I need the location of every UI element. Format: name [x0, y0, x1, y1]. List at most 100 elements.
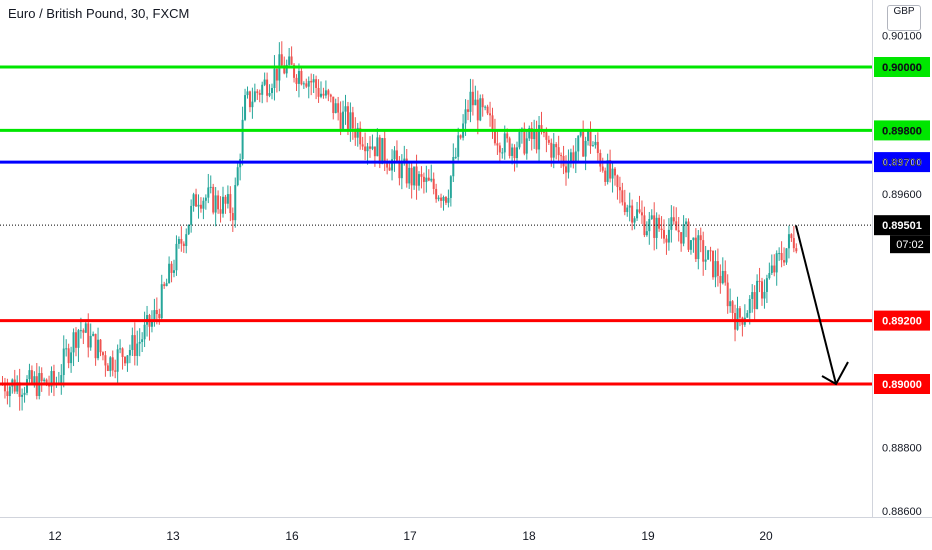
candle-body [391, 159, 394, 171]
candle-body [444, 197, 447, 203]
candle-body [589, 130, 592, 147]
candle-body [290, 56, 293, 65]
x-tick-label: 19 [641, 529, 655, 543]
candle-body [28, 370, 31, 380]
candle-body [501, 152, 504, 154]
candle-body [248, 91, 251, 108]
candle-body [361, 144, 364, 147]
candle-body [530, 127, 533, 140]
candle-body [315, 79, 318, 88]
candle-body [418, 174, 420, 186]
candle-body [224, 196, 227, 204]
candle-body [84, 323, 87, 333]
candle-body [376, 137, 379, 157]
candle-body [13, 379, 16, 392]
candle-body [369, 146, 371, 149]
candle-body [261, 84, 264, 95]
candle-body [99, 339, 102, 353]
candle-body [731, 301, 734, 314]
candle-body [785, 248, 788, 263]
candle-body [761, 281, 763, 299]
candle-body [305, 83, 308, 87]
candle-body [195, 194, 198, 207]
candle-body [143, 324, 146, 340]
candle-body [403, 158, 406, 163]
candle-body [295, 77, 298, 84]
candle-body [386, 162, 389, 168]
candle-body [655, 217, 658, 238]
candle-body [763, 291, 766, 299]
candle-body [307, 80, 310, 87]
candle-body [427, 177, 430, 181]
candle-body [645, 231, 648, 236]
projection-arrow-head [821, 361, 849, 386]
candle-body [212, 186, 215, 213]
candle-body [432, 178, 435, 189]
candle-body [275, 68, 278, 81]
candle-body [131, 335, 134, 351]
candle-body [716, 261, 719, 276]
candle-body [119, 348, 122, 350]
candle-body [435, 188, 438, 200]
candle-body [202, 200, 205, 209]
level-label: 0.89200 [882, 316, 922, 328]
candle-body [317, 87, 320, 97]
candle-body [707, 250, 710, 260]
candle-body [332, 96, 335, 114]
candle-body [354, 128, 357, 138]
candle-body [665, 238, 668, 243]
candle-body [503, 133, 506, 153]
candle-body [155, 310, 158, 315]
candle-body [371, 146, 374, 149]
y-tick-label: 0.90100 [882, 30, 922, 42]
candle-body [680, 232, 683, 244]
candle-body [62, 348, 65, 376]
candle-body [569, 152, 572, 162]
projection-arrow-shaft [795, 225, 837, 385]
candle-body [780, 253, 783, 261]
candle-body [60, 375, 63, 383]
x-tick-label: 12 [48, 529, 62, 543]
candle-body [381, 138, 384, 164]
candle-body [280, 54, 283, 66]
candle-body [714, 261, 717, 278]
candle-body [400, 162, 403, 179]
candle-body [694, 237, 697, 260]
candle-body [136, 343, 139, 356]
candle-body [383, 138, 386, 163]
candle-body [70, 352, 73, 364]
candle-body [128, 350, 131, 356]
candle-body [364, 146, 367, 152]
candle-body [672, 217, 675, 222]
candle-body [547, 139, 550, 143]
candle-body [584, 140, 587, 157]
candle-body [106, 365, 109, 372]
candle-body [246, 91, 249, 96]
candle-body [498, 145, 501, 153]
candle-body [378, 137, 381, 164]
currency-badge[interactable]: GBP [887, 5, 921, 31]
candle-body [133, 335, 136, 356]
candle-body [297, 70, 300, 84]
candle-body [207, 187, 210, 198]
candle-body [751, 292, 754, 299]
candle-body [109, 357, 112, 372]
candle-body [320, 93, 322, 97]
candle-body [23, 392, 26, 395]
candle-body [82, 330, 85, 333]
candle-body [756, 280, 759, 310]
candle-body [765, 278, 768, 292]
candle-body [484, 106, 487, 108]
candle-body [234, 185, 237, 221]
candle-body [489, 113, 492, 116]
candle-body [50, 371, 53, 387]
candle-body [628, 205, 631, 208]
candle-body [430, 178, 433, 181]
current-price-label: 0.89501 [882, 220, 922, 232]
candle-body [30, 370, 33, 383]
candle-body [518, 131, 521, 148]
candle-body [153, 310, 156, 320]
candle-body [266, 79, 269, 96]
x-tick-label: 20 [759, 529, 773, 543]
